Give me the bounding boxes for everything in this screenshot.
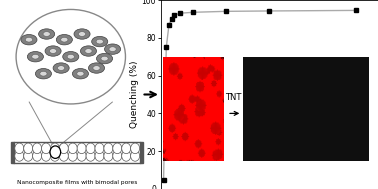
Circle shape [42, 151, 51, 161]
Ellipse shape [77, 71, 84, 76]
Circle shape [86, 151, 95, 161]
Ellipse shape [92, 36, 108, 47]
Circle shape [113, 151, 122, 161]
Ellipse shape [96, 39, 103, 44]
Ellipse shape [57, 66, 65, 70]
Ellipse shape [21, 35, 37, 45]
Bar [11, 142, 14, 163]
Circle shape [59, 151, 68, 161]
Circle shape [68, 151, 77, 161]
Ellipse shape [43, 32, 50, 36]
Circle shape [33, 143, 42, 154]
Circle shape [86, 143, 95, 154]
Circle shape [50, 151, 59, 161]
Ellipse shape [45, 46, 61, 56]
Ellipse shape [109, 47, 116, 52]
Text: TNT: TNT [225, 93, 241, 102]
Circle shape [24, 151, 33, 161]
Ellipse shape [74, 29, 90, 39]
Circle shape [24, 143, 33, 154]
Circle shape [77, 151, 86, 161]
Ellipse shape [16, 9, 125, 104]
Ellipse shape [32, 54, 39, 59]
Text: Nanocomposite films with bimodal pores: Nanocomposite films with bimodal pores [17, 180, 137, 185]
Bar [140, 142, 143, 163]
Circle shape [15, 151, 24, 161]
Ellipse shape [96, 53, 113, 64]
Circle shape [59, 143, 68, 154]
Ellipse shape [27, 52, 43, 62]
Ellipse shape [50, 49, 57, 53]
Ellipse shape [105, 44, 121, 54]
Ellipse shape [25, 37, 33, 42]
Circle shape [42, 143, 51, 154]
Ellipse shape [40, 71, 47, 76]
Circle shape [131, 151, 139, 161]
Ellipse shape [63, 52, 79, 62]
Circle shape [68, 143, 77, 154]
Circle shape [95, 151, 104, 161]
Ellipse shape [39, 29, 55, 39]
Ellipse shape [85, 49, 92, 53]
Circle shape [113, 143, 122, 154]
Circle shape [131, 143, 139, 154]
Circle shape [77, 143, 86, 154]
Ellipse shape [78, 32, 86, 36]
Circle shape [15, 143, 24, 154]
Circle shape [33, 151, 42, 161]
Ellipse shape [81, 46, 96, 56]
Circle shape [104, 151, 113, 161]
Ellipse shape [61, 37, 68, 42]
Ellipse shape [53, 63, 69, 73]
Circle shape [50, 146, 60, 158]
Ellipse shape [36, 69, 51, 79]
Circle shape [50, 143, 59, 154]
Ellipse shape [88, 63, 105, 73]
Circle shape [122, 151, 131, 161]
Circle shape [122, 143, 131, 154]
Ellipse shape [101, 56, 108, 61]
Y-axis label: Quenching (%): Quenching (%) [130, 61, 139, 128]
Ellipse shape [56, 35, 72, 45]
Ellipse shape [72, 69, 88, 79]
Ellipse shape [67, 54, 74, 59]
Circle shape [95, 143, 104, 154]
Ellipse shape [93, 66, 100, 70]
Circle shape [104, 143, 113, 154]
